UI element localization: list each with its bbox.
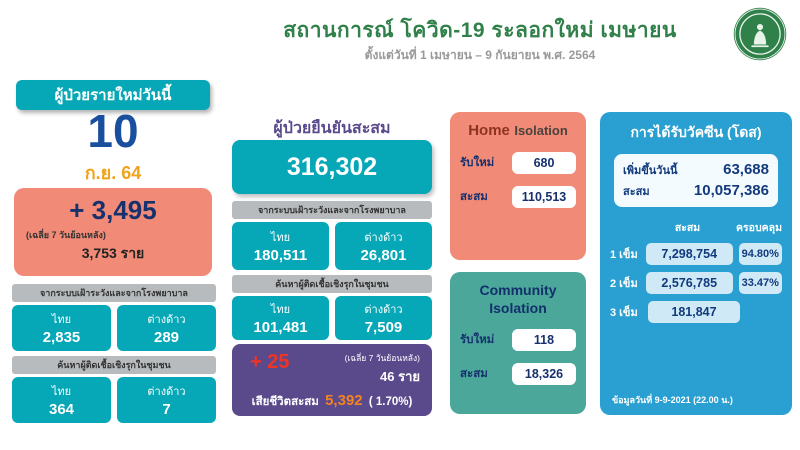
deaths-label: เสียชีวิตสะสม bbox=[251, 396, 319, 408]
deaths-added-value: + 25 bbox=[250, 351, 290, 373]
cell-label: ไทย bbox=[270, 304, 291, 316]
cum-proactive-foreign-cell: ต่างด้าว 7,509 bbox=[335, 296, 432, 340]
home-new-value: 680 bbox=[512, 152, 576, 174]
page-subtitle: ตั้งแต่วันที่ 1 เมษายน – 9 กันยายน พ.ศ. … bbox=[364, 48, 596, 62]
cell-value: 7 bbox=[162, 401, 171, 418]
community-new-label: รับใหม่ bbox=[460, 334, 495, 346]
new-cases-added-value: + 3,495 bbox=[69, 195, 157, 225]
deaths-top-row: + 25 (เฉลี่ย 7 วันย้อนหลัง) 46 ราย bbox=[244, 351, 420, 387]
cell-value: 7,509 bbox=[364, 319, 403, 336]
cell-label: ต่างด้าว bbox=[364, 304, 403, 316]
community-cum-label: สะสม bbox=[460, 368, 488, 380]
new-cases-avg-line: 3,753 ราย bbox=[26, 243, 200, 265]
home-title-word: Home bbox=[468, 122, 510, 139]
new-cases-added-card: + 3,495 (เฉลี่ย 7 วันย้อนหลัง) 3,753 ราย bbox=[14, 188, 212, 276]
page-title: สถานการณ์ โควิด-19 ระลอกใหม่ เมษายน bbox=[283, 19, 677, 42]
vaccine-panel: การได้รับวัคซีน (โดส) เพิ่มขึ้นวันนี้ 63… bbox=[600, 112, 792, 415]
deaths-pct: ( 1.70%) bbox=[368, 396, 413, 408]
dose1-coverage: 94.80% bbox=[738, 243, 782, 265]
vaccine-col-cum: สะสม bbox=[674, 222, 701, 234]
vaccine-cum-row: สะสม 10,057,386 bbox=[623, 182, 769, 200]
new-cases-today-value: 10 bbox=[87, 105, 139, 157]
vaccine-title: การได้รับวัคซีน (โดส) bbox=[630, 124, 762, 140]
vaccine-cum-label: สะสม bbox=[623, 186, 650, 198]
vaccine-dose1-row: 1 เข็ม 7,298,754 94.80% bbox=[600, 243, 792, 265]
bma-seal-icon bbox=[733, 7, 787, 61]
new-proactive-foreign-cell: ต่างด้าว 7 bbox=[117, 377, 216, 423]
home-isolation-card: Home Isolation รับใหม่ 680 สะสม 110,513 bbox=[450, 112, 586, 260]
cell-label: ไทย bbox=[51, 314, 72, 326]
dose2-value: 2,576,785 bbox=[645, 272, 733, 294]
deaths-avg-note: (เฉลี่ย 7 วันย้อนหลัง) bbox=[344, 353, 420, 363]
cell-label: ต่างด้าว bbox=[147, 386, 186, 398]
cumulative-title: ผู้ป่วยยืนยันสะสม bbox=[273, 120, 391, 137]
cell-value: 101,481 bbox=[253, 319, 308, 336]
home-new-label: รับใหม่ bbox=[460, 157, 495, 169]
vaccine-today-label: เพิ่มขึ้นวันนี้ bbox=[623, 165, 678, 177]
dose3-label: 3 เข็ม bbox=[610, 307, 638, 319]
community-cum-row: สะสม 18,326 bbox=[460, 363, 576, 385]
vaccine-dose2-row: 2 เข็ม 2,576,785 33.47% bbox=[600, 272, 792, 294]
new-hospital-foreign-cell: ต่างด้าว 289 bbox=[117, 305, 216, 351]
vaccine-column-headers: สะสม ครอบคลุม bbox=[600, 219, 792, 236]
dose1-label: 1 เข็ม bbox=[610, 249, 638, 261]
dose2-coverage: 33.47% bbox=[738, 272, 782, 294]
deaths-avg-value: 46 ราย bbox=[380, 369, 420, 384]
new-cases-avg-note: (เฉลี่ย 7 วันย้อนหลัง) bbox=[26, 230, 106, 240]
new-cases-badge: ผู้ป่วยรายใหม่วันนี้ bbox=[16, 80, 210, 110]
home-cum-value: 110,513 bbox=[512, 186, 576, 208]
cum-proactive-thai-cell: ไทย 101,481 bbox=[232, 296, 329, 340]
deaths-bottom-row: เสียชีวิตสะสม 5,392 ( 1.70%) bbox=[244, 392, 420, 411]
cell-value: 2,835 bbox=[42, 329, 81, 346]
cell-label: ต่างด้าว bbox=[364, 232, 403, 244]
new-hospital-header: จากระบบเฝ้าระวังและจากโรงพยาบาล bbox=[12, 284, 216, 302]
home-cum-label: สะสม bbox=[460, 191, 488, 203]
new-proactive-header: ค้นหาผู้ติดเชื้อเชิงรุกในชุมชน bbox=[12, 356, 216, 374]
community-isolation-title: Community Isolation bbox=[479, 282, 557, 316]
deaths-cumulative-value: 5,392 bbox=[325, 392, 363, 409]
deaths-avg-block: (เฉลี่ย 7 วันย้อนหลัง) 46 ราย bbox=[345, 351, 420, 387]
cum-proactive-header: ค้นหาผู้ติดเชื้อเชิงรุกในชุมชน bbox=[232, 275, 432, 293]
community-cum-value: 18,326 bbox=[512, 363, 576, 385]
vaccine-dose3-row: 3 เข็ม 181,847 bbox=[600, 301, 792, 323]
dose1-value: 7,298,754 bbox=[645, 243, 733, 265]
dose3-value: 181,847 bbox=[648, 301, 740, 323]
cell-label: ไทย bbox=[51, 386, 72, 398]
new-hospital-thai-cell: ไทย 2,835 bbox=[12, 305, 111, 351]
cell-value: 364 bbox=[48, 401, 75, 418]
header-spacer bbox=[610, 219, 645, 236]
cell-value: 289 bbox=[153, 329, 180, 346]
cum-hospital-header: จากระบบเฝ้าระวังและจากโรงพยาบาล bbox=[232, 201, 432, 219]
new-cases-avg-value: 3,753 bbox=[81, 245, 117, 261]
vaccine-cum-value: 10,057,386 bbox=[693, 182, 769, 199]
vaccine-today-row: เพิ่มขึ้นวันนี้ 63,688 bbox=[623, 161, 769, 179]
home-cum-row: สะสม 110,513 bbox=[460, 186, 576, 208]
cumulative-total-value: 316,302 bbox=[232, 140, 432, 194]
community-new-row: รับใหม่ 118 bbox=[460, 329, 576, 351]
cell-value: 180,511 bbox=[253, 247, 308, 264]
vaccine-summary-card: เพิ่มขึ้นวันนี้ 63,688 สะสม 10,057,386 bbox=[614, 154, 778, 207]
community-isolation-card: Community Isolation รับใหม่ 118 สะสม 18,… bbox=[450, 272, 586, 414]
home-new-row: รับใหม่ 680 bbox=[460, 152, 576, 174]
cell-label: ไทย bbox=[270, 232, 291, 244]
vaccine-today-value: 63,688 bbox=[723, 161, 769, 178]
vaccine-footnote: ข้อมูลวันที่ 9-9-2021 (22.00 น.) bbox=[612, 395, 733, 405]
new-cases-date: ก.ย. 64 bbox=[84, 163, 142, 183]
vaccine-col-coverage: ครอบคลุม bbox=[736, 222, 783, 234]
community-new-value: 118 bbox=[512, 329, 576, 351]
cum-hospital-thai-cell: ไทย 180,511 bbox=[232, 222, 329, 270]
deaths-card: + 25 (เฉลี่ย 7 วันย้อนหลัง) 46 ราย เสียช… bbox=[232, 344, 432, 416]
new-cases-avg-unit: ราย bbox=[120, 245, 145, 261]
dose2-label: 2 เข็ม bbox=[610, 278, 638, 290]
cell-value: 26,801 bbox=[360, 247, 407, 264]
new-proactive-thai-cell: ไทย 364 bbox=[12, 377, 111, 423]
home-isolation-title: Home Isolation bbox=[460, 122, 576, 140]
cum-hospital-foreign-cell: ต่างด้าว 26,801 bbox=[335, 222, 432, 270]
cell-label: ต่างด้าว bbox=[147, 314, 186, 326]
isolation-title-word: Isolation bbox=[514, 123, 568, 138]
